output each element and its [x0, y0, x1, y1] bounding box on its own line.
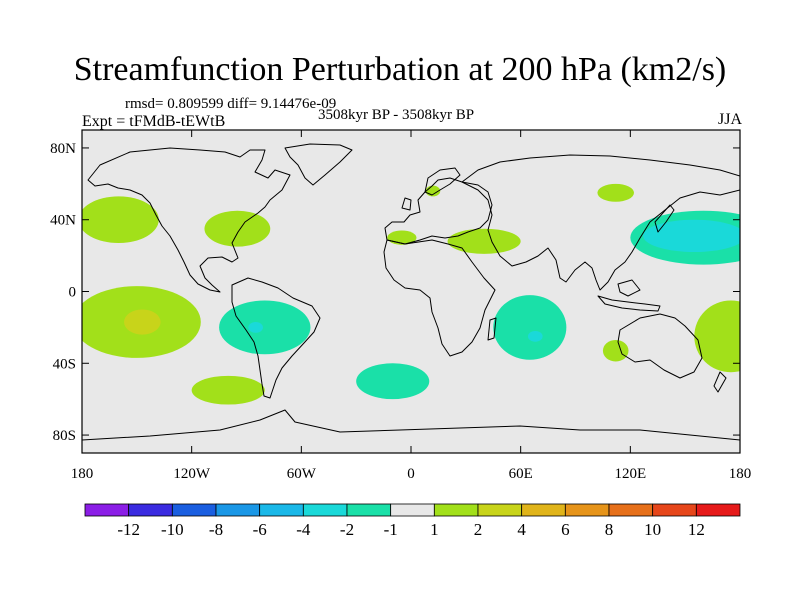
- anomaly-s-atlantic: [356, 363, 430, 400]
- y-tick-label: 40S: [53, 356, 76, 372]
- colorbar-box: [564, 503, 610, 517]
- coastline-africa: [383, 239, 496, 357]
- stats-line: rmsd= 0.809599 diff= 9.14476e-09: [125, 96, 337, 112]
- coastline-south-america: [231, 277, 321, 399]
- axis-layer: 180 120W 60W 0 60E 120E 180 80N 40N 0 40S 80S: [50, 130, 751, 482]
- anomaly-siberia: [597, 183, 634, 202]
- x-tick-label: 120W: [173, 466, 211, 482]
- coastline-asia: [461, 154, 740, 291]
- colorbar-box: [695, 503, 741, 517]
- colorbar-label: 12: [688, 520, 705, 539]
- colorbar-box: [346, 503, 392, 517]
- anomaly-nw-pacific-core: [643, 219, 740, 253]
- chart-title: Streamfunction Perturbation at 200 hPa (…: [73, 51, 727, 88]
- colorbar: -12 -10 -8 -6 -4 -2 -1 1 2 4 6 8 10 12: [84, 503, 741, 539]
- colorbar-box: [128, 503, 173, 517]
- colorbar-label: -10: [161, 520, 184, 539]
- colorbar-box: [215, 503, 261, 517]
- coastline-indonesia: [597, 295, 661, 312]
- period-label: 3508kyr BP - 3508kyr BP: [318, 107, 475, 123]
- coastline-layer: [82, 143, 740, 441]
- colorbar-label: -2: [340, 520, 354, 539]
- y-tick-label: 80S: [53, 428, 76, 444]
- x-tick-label: 0: [407, 466, 415, 482]
- y-tick-label: 40N: [50, 213, 76, 229]
- anomaly-n-pacific-east: [82, 196, 159, 244]
- colorbar-box: [652, 503, 697, 517]
- coastline-antarctica: [82, 409, 740, 441]
- colorbar-label: 1: [430, 520, 439, 539]
- season-label: JJA: [717, 111, 742, 128]
- coastline-scandinavia: [424, 167, 461, 196]
- anomaly-sw-pacific: [694, 300, 740, 373]
- anomaly-indian-ocean-core: [527, 330, 543, 342]
- anomaly-layer: [82, 183, 740, 405]
- coastline-borneo: [617, 279, 641, 297]
- colorbar-label: -1: [384, 520, 398, 539]
- experiment-label: Expt = tFMdB-tEWtB: [82, 113, 226, 130]
- y-tick-label: 0: [69, 285, 77, 301]
- anomaly-n-america: [204, 210, 271, 247]
- colorbar-box: [84, 503, 130, 517]
- x-tick-label: 120E: [614, 466, 646, 482]
- colorbar-box: [608, 503, 654, 517]
- anomaly-s-pacific-core: [124, 309, 161, 335]
- anomaly-middle-east: [447, 228, 521, 254]
- x-tick-label: 180: [71, 466, 94, 482]
- coastline-new-zealand: [713, 371, 727, 393]
- x-tick-label: 180: [729, 466, 752, 482]
- anomaly-indian-ocean: [493, 295, 567, 360]
- anomaly-se-pacific-core: [248, 322, 263, 333]
- coastline-greenland: [284, 143, 353, 186]
- colorbar-label: -12: [117, 520, 140, 539]
- colorbar-box: [390, 503, 435, 517]
- colorbar-label: 10: [644, 520, 661, 539]
- colorbar-label: -8: [209, 520, 223, 539]
- coastline-australia: [617, 313, 703, 379]
- coastline-madagascar: [487, 317, 497, 341]
- colorbar-label: -4: [296, 520, 311, 539]
- colorbar-label: 8: [605, 520, 614, 539]
- x-tick-label: 60E: [509, 466, 533, 482]
- y-tick-label: 80N: [50, 141, 76, 157]
- coastline-british-isles: [401, 197, 412, 211]
- colorbar-box: [477, 503, 523, 517]
- anomaly-s-pacific-south: [191, 375, 265, 405]
- colorbar-box: [171, 503, 217, 517]
- colorbar-label: -6: [253, 520, 267, 539]
- coastline-japan: [654, 204, 675, 233]
- colorbar-label: 4: [517, 520, 526, 539]
- colorbar-label: 6: [561, 520, 570, 539]
- colorbar-box: [259, 503, 304, 517]
- anomaly-australia-sw: [602, 339, 629, 362]
- colorbar-box: [433, 503, 479, 517]
- coastline-europe: [384, 177, 493, 245]
- anomaly-se-pacific: [219, 300, 311, 355]
- colorbar-label: 2: [474, 520, 483, 539]
- colorbar-box: [521, 503, 566, 517]
- map-background: [82, 130, 740, 453]
- coastline-north-america: [87, 147, 291, 293]
- colorbar-box: [302, 503, 348, 517]
- x-tick-label: 60W: [287, 466, 317, 482]
